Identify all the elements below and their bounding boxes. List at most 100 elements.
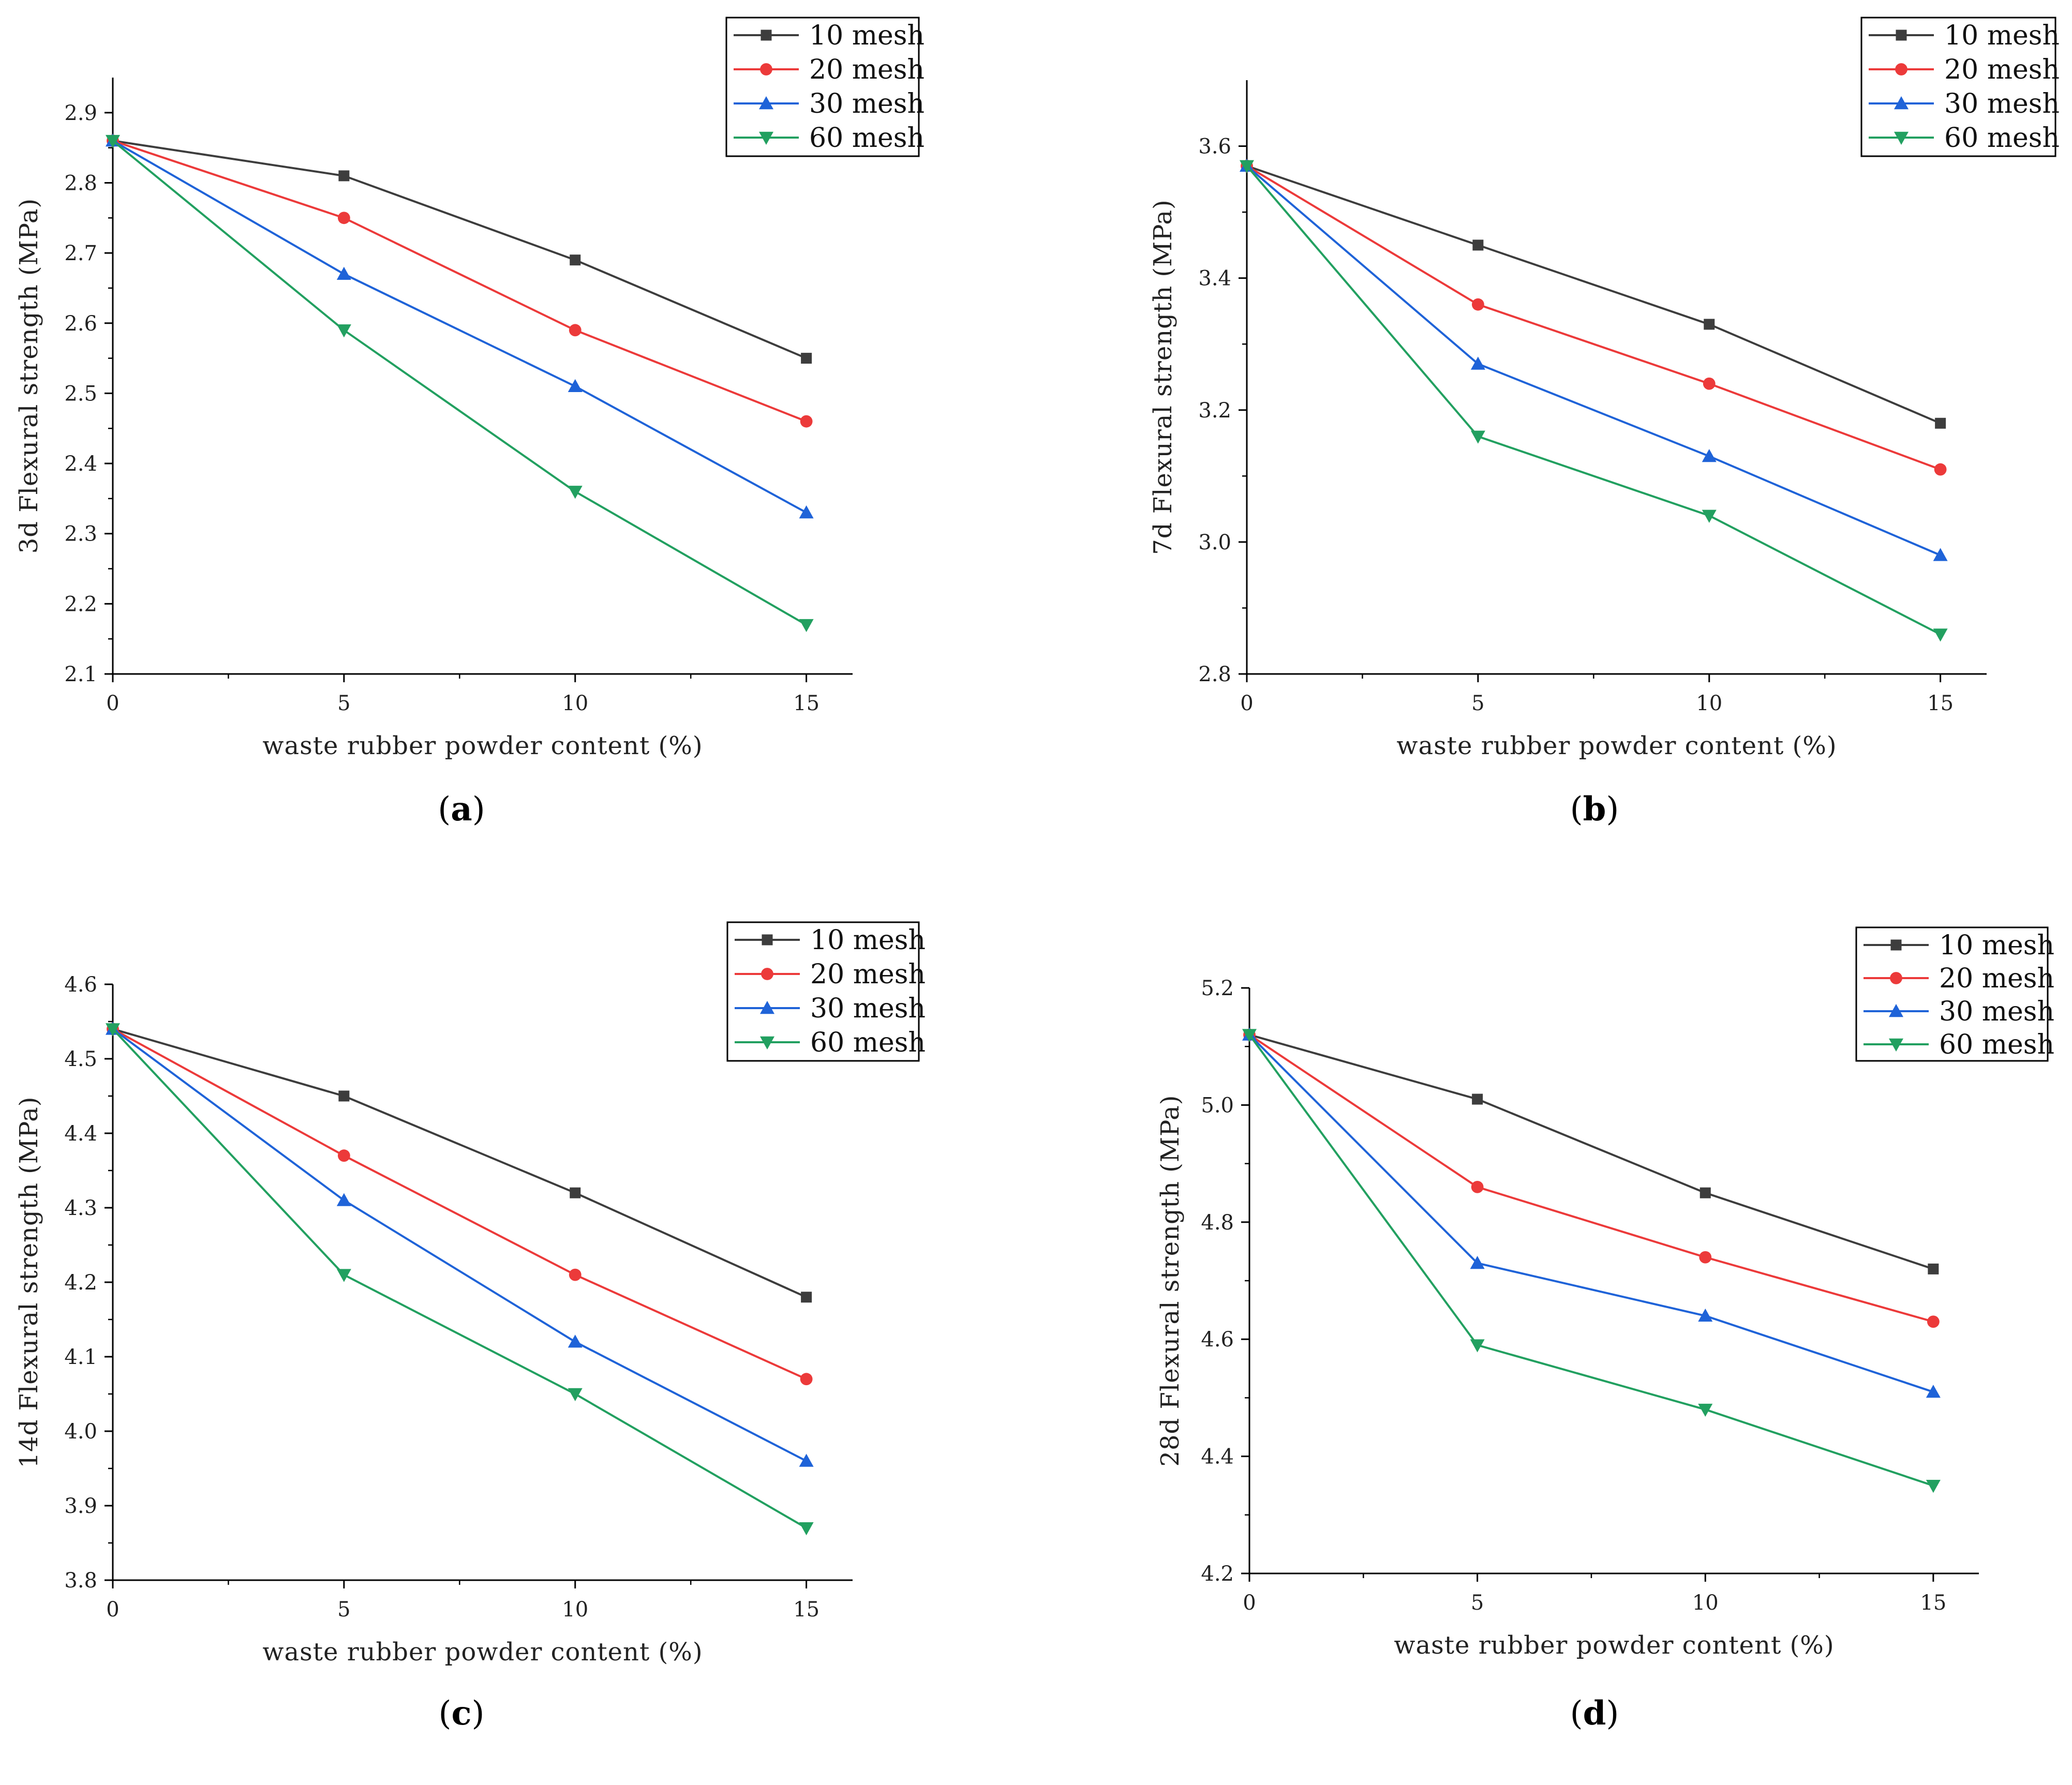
series-line xyxy=(1249,1033,1934,1270)
x-tick-label: 0 xyxy=(1243,1591,1256,1615)
data-point xyxy=(1933,548,1948,561)
data-point xyxy=(800,1373,813,1386)
y-tick-label: 4.2 xyxy=(64,1271,97,1295)
legend-label: 10 mesh xyxy=(1939,930,2054,961)
series-line xyxy=(112,1028,807,1529)
y-tick-label: 2.8 xyxy=(1198,663,1231,686)
x-axis-label: waste rubber powder content (%) xyxy=(1394,1631,1834,1660)
series-10-mesh xyxy=(107,135,812,364)
panel-label-open: ( xyxy=(439,1694,452,1733)
chart-panel-b: 0 5 10 15 2.8 3.0 3.2 3.4 3.6 waste rubber powder… xyxy=(1149,17,2060,829)
data-point xyxy=(568,486,583,499)
legend-label: 20 mesh xyxy=(1939,963,2054,994)
data-point xyxy=(799,1522,814,1536)
data-point xyxy=(336,266,351,280)
y-tick-label: 3.2 xyxy=(1198,399,1231,423)
x-axis-label: waste rubber powder content (%) xyxy=(262,731,703,760)
legend-marker xyxy=(761,29,772,41)
series-10-mesh xyxy=(1241,160,1946,429)
series-60-mesh xyxy=(1242,1029,1941,1493)
data-point xyxy=(1698,1403,1713,1417)
legend-label: 30 mesh xyxy=(1939,996,2054,1027)
y-tick-label: 4.1 xyxy=(64,1345,97,1369)
legend-label: 60 mesh xyxy=(1939,1029,2054,1060)
y-axis-label: 28d Flexural strength (MPa) xyxy=(1156,1094,1185,1466)
x-tick-label: 0 xyxy=(106,1598,119,1622)
data-point xyxy=(1935,417,1946,429)
data-point xyxy=(106,1023,120,1037)
series-20-mesh xyxy=(1241,159,1947,476)
series-line xyxy=(1246,165,1941,471)
panel-label-letter: d xyxy=(1583,1694,1606,1733)
legend-marker xyxy=(1889,1004,1903,1017)
data-point xyxy=(106,134,120,148)
data-point xyxy=(568,379,583,393)
y-tick-label: 2.2 xyxy=(64,592,97,616)
data-point xyxy=(337,1149,350,1162)
data-point xyxy=(568,1388,583,1401)
y-tick-label: 3.6 xyxy=(1198,135,1231,159)
legend-box xyxy=(726,921,920,1062)
data-point xyxy=(568,1334,583,1348)
series-20-mesh xyxy=(107,134,813,428)
series-30-mesh xyxy=(1240,158,1948,561)
x-tick-label: 5 xyxy=(1471,692,1484,715)
y-axis-label: 14d Flexural strength (MPa) xyxy=(14,1096,43,1468)
panel-label-open: ( xyxy=(438,790,451,829)
data-point xyxy=(570,1187,581,1198)
y-tick-label: 4.6 xyxy=(1201,1328,1234,1352)
legend-item: 30 mesh xyxy=(1869,88,2060,119)
series-line xyxy=(112,140,807,626)
series-20-mesh xyxy=(1243,1028,1940,1328)
y-tick-label: 4.6 xyxy=(64,973,97,997)
legend-marker xyxy=(760,63,772,76)
legend-marker xyxy=(1889,1038,1903,1052)
legend-label: 10 mesh xyxy=(1944,20,2060,51)
y-tick-label: 3.4 xyxy=(1198,267,1231,291)
data-point xyxy=(569,1268,582,1281)
legend-marker xyxy=(1890,939,1902,951)
chart-panel-a: 0 5 10 15 2.1 2.2 2.3 2.4 2.5 2.6 2.7 2.8 2.9 waste r… xyxy=(14,17,925,829)
legend-label: 30 mesh xyxy=(1944,88,2060,119)
data-point xyxy=(801,353,812,364)
legend-label: 10 mesh xyxy=(810,925,926,956)
y-tick-label: 4.4 xyxy=(64,1122,97,1146)
series-60-mesh xyxy=(1240,160,1948,642)
x-axis-label: waste rubber powder content (%) xyxy=(262,1638,703,1667)
legend-label: 60 mesh xyxy=(1944,123,2060,154)
data-point xyxy=(570,254,581,266)
panel-label-letter: a xyxy=(451,790,472,829)
data-point xyxy=(800,415,813,428)
series-60-mesh xyxy=(106,1023,814,1536)
data-point xyxy=(336,1269,351,1282)
legend-label: 60 mesh xyxy=(810,1027,926,1058)
series-30-mesh xyxy=(106,133,814,519)
data-point xyxy=(1928,1263,1939,1274)
y-tick-label: 2.5 xyxy=(64,382,97,406)
data-point xyxy=(1471,298,1484,311)
data-point xyxy=(1470,1256,1485,1269)
series-line xyxy=(112,140,807,423)
data-point xyxy=(799,619,814,633)
y-tick-label: 4.4 xyxy=(1201,1445,1234,1469)
panel-label: (b) xyxy=(1570,790,1619,829)
panel-label: (d) xyxy=(1570,1694,1619,1733)
series-line xyxy=(112,140,807,359)
data-point xyxy=(569,324,582,337)
data-point xyxy=(1926,1480,1941,1493)
data-point xyxy=(337,212,350,224)
x-tick-label: 15 xyxy=(1920,1591,1946,1615)
data-point xyxy=(338,170,350,182)
y-tick-label: 3.8 xyxy=(64,1569,97,1593)
series-line xyxy=(1248,1034,1934,1393)
legend-item: 20 mesh xyxy=(735,959,926,990)
panel-label-close: ) xyxy=(472,790,485,829)
data-point xyxy=(1470,1339,1485,1353)
data-point xyxy=(799,1453,814,1467)
x-tick-label: 5 xyxy=(1471,1591,1484,1615)
x-tick-label: 5 xyxy=(337,692,350,715)
